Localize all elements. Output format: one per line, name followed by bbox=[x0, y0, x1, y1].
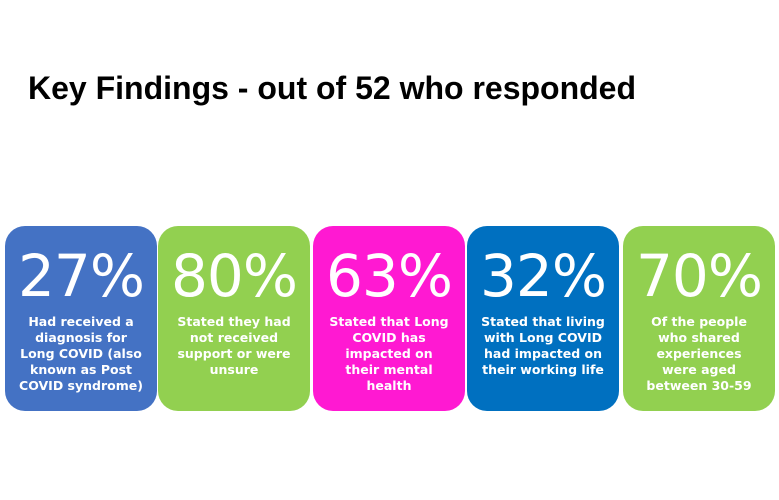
stat-card: 27% Had received a diagnosis for Long COVID… bbox=[5, 226, 157, 411]
description-line: unsure bbox=[209, 362, 259, 377]
stat-value: 80% bbox=[171, 242, 298, 310]
description-line: Of the people bbox=[651, 314, 747, 329]
description-line: Long COVID (also bbox=[20, 346, 142, 361]
description-line: Stated that living bbox=[481, 314, 605, 329]
stat-value: 32% bbox=[480, 242, 607, 310]
stat-card: 63% Stated that Long COVID has impacted on t… bbox=[313, 226, 465, 411]
description-line: not received bbox=[189, 330, 279, 345]
description-line: had impacted on bbox=[484, 346, 602, 361]
description-line: Had received a bbox=[28, 314, 134, 329]
title: Key Findings - out of 52 who responded bbox=[28, 70, 637, 106]
stat-description: Stated that Long COVID has impacted on thei… bbox=[319, 314, 459, 394]
description-line: health bbox=[366, 378, 412, 393]
description-line: impacted on bbox=[345, 346, 433, 361]
description-line: were aged bbox=[662, 362, 736, 377]
description-line: between 30-59 bbox=[646, 378, 752, 393]
description-line: their mental bbox=[345, 362, 433, 377]
description-line: Stated that Long bbox=[329, 314, 449, 329]
description-line: with Long COVID bbox=[484, 330, 602, 345]
stat-card: 32% Stated that living with Long COVID had … bbox=[467, 226, 619, 411]
description-line: known as Post bbox=[30, 362, 132, 377]
description-line: support or were bbox=[177, 346, 291, 361]
stat-value: 63% bbox=[326, 242, 453, 310]
stat-description: Had received a diagnosis for Long COVID (a… bbox=[11, 314, 151, 394]
stat-value: 27% bbox=[18, 242, 145, 310]
description-line: their working life bbox=[482, 362, 604, 377]
description-line: COVID syndrome) bbox=[19, 378, 143, 393]
description-line: COVID has bbox=[352, 330, 426, 345]
stat-description: Stated that living with Long COVID had imp… bbox=[473, 314, 613, 378]
description-line: diagnosis for bbox=[35, 330, 127, 345]
stat-value: 70% bbox=[636, 242, 763, 310]
stat-description: Stated they had not received support or we… bbox=[164, 314, 304, 378]
stat-description: Of the people who shared experiences were a… bbox=[629, 314, 769, 394]
description-line: who shared bbox=[658, 330, 740, 345]
stat-card: 70% Of the people who shared experiences wer… bbox=[623, 226, 775, 411]
description-line: experiences bbox=[656, 346, 742, 361]
stat-card: 80% Stated they had not received support or… bbox=[158, 226, 310, 411]
description-line: Stated they had bbox=[177, 314, 291, 329]
